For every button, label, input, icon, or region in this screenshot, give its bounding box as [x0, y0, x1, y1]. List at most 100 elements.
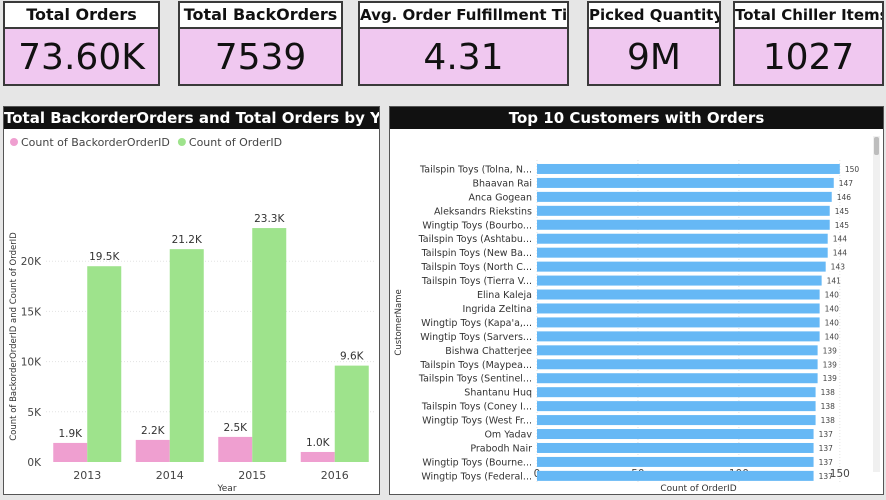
- data-label: 138: [821, 402, 836, 411]
- data-label: 147: [839, 179, 854, 188]
- data-label: 145: [835, 221, 850, 230]
- customer-bar[interactable]: [537, 387, 816, 398]
- category-label: Bhaavan Rai: [472, 178, 532, 189]
- customer-bar[interactable]: [537, 415, 816, 426]
- bar-orders[interactable]: [252, 228, 287, 462]
- data-label: 141: [827, 277, 842, 286]
- kpi-title: Avg. Order Fulfillment Time: [360, 3, 567, 29]
- kpi-title: Total Chiller Items: [735, 3, 882, 29]
- kpi-value: 4.31: [423, 37, 504, 78]
- customer-bar[interactable]: [537, 289, 820, 300]
- data-label-backorder: 2.2K: [141, 425, 166, 437]
- bar-backorder[interactable]: [53, 442, 88, 462]
- top-customers-chart-title: Top 10 Customers with Orders: [390, 107, 883, 129]
- data-label: 140: [825, 332, 840, 341]
- data-label-orders: 19.5K: [89, 251, 120, 263]
- bar-backorder[interactable]: [135, 439, 170, 462]
- customer-bar[interactable]: [537, 456, 814, 467]
- x-tick-label: 150: [830, 468, 850, 480]
- vertical-scrollbar-thumb[interactable]: [874, 137, 879, 155]
- customer-bar[interactable]: [537, 359, 818, 370]
- customer-bar[interactable]: [537, 233, 828, 244]
- bar-backorder[interactable]: [218, 436, 253, 462]
- data-label: 144: [833, 235, 848, 244]
- category-label: Tailspin Toys (Ashtabu...: [418, 234, 532, 245]
- kpi-card-total-chiller-items[interactable]: Total Chiller Items 1027: [733, 1, 884, 86]
- bar-backorder[interactable]: [300, 451, 335, 462]
- kpi-card-picked-quantity[interactable]: Picked Quantity 9M: [587, 1, 721, 86]
- customer-bar[interactable]: [537, 219, 830, 230]
- customer-bar[interactable]: [537, 191, 832, 202]
- category-label: Bishwa Chatterjee: [445, 346, 532, 357]
- vertical-scrollbar-track[interactable]: [873, 136, 880, 472]
- customer-bar[interactable]: [537, 163, 840, 174]
- top-customers-panel: Top 10 Customers with Orders 050100150Co…: [389, 106, 884, 495]
- customer-bar[interactable]: [537, 373, 818, 384]
- customer-bar[interactable]: [537, 275, 822, 286]
- x-axis-title: Count of OrderID: [660, 484, 736, 494]
- kpi-card-total-orders[interactable]: Total Orders 73.60K: [3, 1, 160, 86]
- category-label: Tailspin Toys (Sentinel...: [418, 374, 532, 385]
- kpi-title: Total Orders: [5, 3, 158, 29]
- customer-bar[interactable]: [537, 261, 826, 272]
- data-label-backorder: 1.0K: [306, 437, 331, 449]
- legend-marker-orders[interactable]: [177, 138, 186, 146]
- data-label: 144: [833, 249, 848, 258]
- data-label: 150: [845, 165, 860, 174]
- category-label: Tailspin Toys (New Ba...: [421, 248, 532, 259]
- customer-bar[interactable]: [537, 303, 820, 314]
- customer-bar[interactable]: [537, 177, 834, 188]
- y-axis-title: CustomerName: [394, 289, 404, 355]
- category-label: Tailspin Toys (Maypea...: [419, 360, 532, 371]
- x-tick-label: 2015: [238, 469, 266, 482]
- x-tick-label: 2013: [73, 469, 101, 482]
- customer-bar[interactable]: [537, 429, 814, 440]
- data-label: 139: [823, 374, 838, 383]
- kpi-card-avg-fulfillment-time[interactable]: Avg. Order Fulfillment Time 4.31: [358, 1, 569, 86]
- customer-bar[interactable]: [537, 345, 818, 356]
- customer-bar[interactable]: [537, 442, 814, 453]
- kpi-title: Total BackOrders: [180, 3, 341, 29]
- y-tick-label: 10K: [21, 357, 42, 369]
- y-axis-title: Count of BackorderOrderID and Count of O…: [9, 232, 19, 441]
- y-tick-label: 20K: [21, 256, 42, 268]
- customer-bar[interactable]: [537, 317, 820, 328]
- x-axis-title: Year: [216, 484, 236, 494]
- customer-bar[interactable]: [537, 247, 828, 258]
- customer-bar[interactable]: [537, 470, 814, 481]
- data-label: 137: [819, 430, 834, 439]
- customer-bar[interactable]: [537, 401, 816, 412]
- yearly-orders-chart: Count of BackorderOrderID Count of OrderI…: [9, 136, 376, 494]
- legend-label-backorder[interactable]: Count of BackorderOrderID: [21, 136, 170, 149]
- data-label: 137: [819, 472, 834, 481]
- data-label: 140: [825, 291, 840, 300]
- legend-marker-backorder[interactable]: [10, 138, 18, 146]
- category-label: Wingtip Toys (Sarvers...: [420, 332, 532, 343]
- data-label: 138: [821, 388, 836, 397]
- data-label: 140: [825, 318, 840, 327]
- category-label: Tailspin Toys (Tolna, N...: [419, 164, 532, 175]
- category-label: Tailspin Toys (Coney I...: [421, 402, 532, 413]
- data-label: 137: [819, 458, 834, 467]
- category-label: Anca Gogean: [469, 192, 532, 203]
- data-label-orders: 23.3K: [254, 213, 285, 225]
- customer-bar[interactable]: [537, 205, 830, 216]
- legend-label-orders[interactable]: Count of OrderID: [189, 136, 282, 149]
- bar-orders[interactable]: [169, 249, 204, 462]
- category-label: Wingtip Toys (Kapa'a,...: [421, 318, 532, 329]
- kpi-value: 7539: [214, 37, 307, 78]
- kpi-card-total-backorders[interactable]: Total BackOrders 7539: [178, 1, 343, 86]
- data-label-backorder: 1.9K: [58, 428, 83, 440]
- y-tick-label: 5K: [27, 407, 42, 419]
- bar-orders[interactable]: [334, 365, 369, 462]
- yearly-orders-chart-title: Total BackorderOrders and Total Orders b…: [4, 107, 379, 129]
- data-label: 143: [831, 263, 846, 272]
- kpi-value: 9M: [627, 37, 681, 78]
- customer-bar[interactable]: [537, 331, 820, 342]
- data-label-backorder: 2.5K: [223, 422, 248, 434]
- x-tick-label: 2016: [321, 469, 349, 482]
- data-label: 137: [819, 444, 834, 453]
- category-label: Shantanu Huq: [464, 388, 532, 399]
- bar-orders[interactable]: [87, 266, 122, 462]
